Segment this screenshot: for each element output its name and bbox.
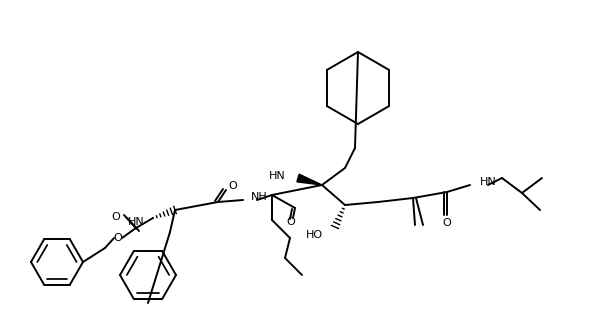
Text: HN: HN (269, 171, 286, 181)
Text: O: O (229, 181, 237, 191)
Text: O: O (112, 212, 120, 222)
Polygon shape (297, 174, 322, 185)
Text: HN: HN (480, 177, 497, 187)
Text: O: O (443, 218, 451, 228)
Text: NH: NH (251, 192, 268, 202)
Text: HN: HN (128, 217, 145, 227)
Text: O: O (114, 233, 122, 243)
Text: O: O (287, 217, 295, 227)
Text: HO: HO (306, 230, 323, 240)
